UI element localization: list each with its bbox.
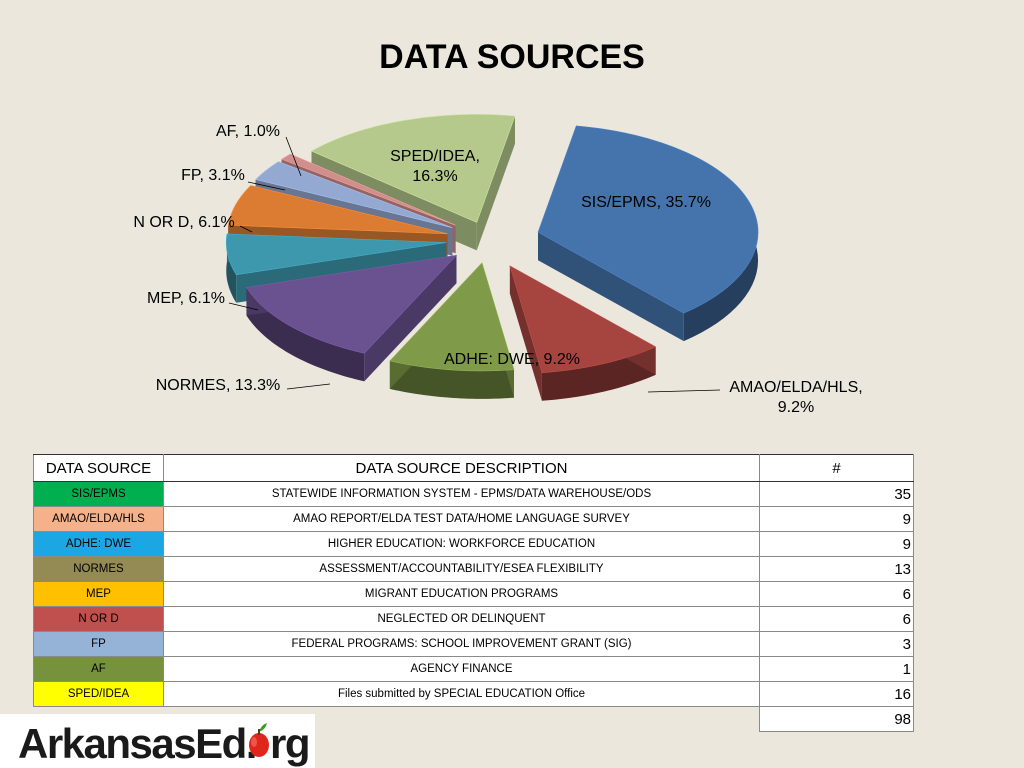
apple-icon	[249, 723, 269, 757]
cell-source: AMAO/ELDA/HLS	[33, 506, 164, 532]
cell-source: ADHE: DWE	[33, 531, 164, 557]
cell-count: 35	[759, 481, 914, 507]
table-row: SIS/EPMS STATEWIDE INFORMATION SYSTEM - E…	[33, 481, 914, 507]
cell-source: NORMES	[33, 556, 164, 582]
cell-count: 6	[759, 581, 914, 607]
table-row: N OR D NEGLECTED OR DELINQUENT 6	[33, 606, 914, 632]
table-row: AMAO/ELDA/HLS AMAO REPORT/ELDA TEST DATA/…	[33, 506, 914, 532]
cell-description: AGENCY FINANCE	[163, 656, 760, 682]
header-data-source: DATA SOURCE	[33, 454, 164, 482]
cell-source: MEP	[33, 581, 164, 607]
cell-count: 1	[759, 656, 914, 682]
data-sources-table: DATA SOURCE DATA SOURCE DESCRIPTION # SI…	[33, 454, 914, 732]
pie-slice-amao-elda-hls	[509, 265, 657, 401]
label-mep: MEP, 6.1%	[147, 290, 225, 307]
table-row: FP FEDERAL PROGRAMS: SCHOOL IMPROVEMENT G…	[33, 631, 914, 657]
pie-chart: SIS/EPMS, 35.7% AMAO/ELDA/HLS, 9.2% ADHE: D…	[133, 114, 863, 416]
leader-line	[239, 225, 253, 233]
cell-description: FEDERAL PROGRAMS: SCHOOL IMPROVEMENT GRA…	[163, 631, 760, 657]
cell-count: 9	[759, 506, 914, 532]
label-sis-epms: SIS/EPMS, 35.7%	[581, 194, 711, 211]
label-af: AF, 1.0%	[216, 123, 280, 140]
label-adhe-dwe: ADHE: DWE, 9.2%	[444, 351, 580, 368]
table-row: NORMES ASSESSMENT/ACCOUNTABILITY/ESEA FLE…	[33, 556, 914, 582]
cell-count: 13	[759, 556, 914, 582]
leader-line	[286, 383, 331, 390]
cell-description: NEGLECTED OR DELINQUENT	[163, 606, 760, 632]
cell-description: STATEWIDE INFORMATION SYSTEM - EPMS/DATA…	[163, 481, 760, 507]
cell-count: 3	[759, 631, 914, 657]
leader-line	[285, 136, 302, 177]
cell-description: HIGHER EDUCATION: WORKFORCE EDUCATION	[163, 531, 760, 557]
pie-slice-normes	[245, 254, 458, 382]
cell-count: 16	[759, 681, 914, 707]
cell-source: FP	[33, 631, 164, 657]
cell-total: 98	[759, 706, 914, 732]
header-description: DATA SOURCE DESCRIPTION	[163, 454, 760, 482]
leader-line	[228, 302, 259, 311]
cell-count: 6	[759, 606, 914, 632]
label-n-or-d: N OR D, 6.1%	[133, 214, 234, 231]
cell-source: SIS/EPMS	[33, 481, 164, 507]
cell-source: AF	[33, 656, 164, 682]
cell-description: Files submitted by SPECIAL EDUCATION Off…	[163, 681, 760, 707]
pie-slice-adhe-dwe	[389, 262, 515, 399]
table-row: ADHE: DWE HIGHER EDUCATION: WORKFORCE EDU…	[33, 531, 914, 557]
logo-text-end: rg	[270, 720, 309, 767]
logo-text: ArkansasEd.	[18, 720, 256, 767]
label-fp: FP, 3.1%	[181, 167, 245, 184]
leader-line	[647, 389, 721, 393]
label-normes: NORMES, 13.3%	[156, 377, 280, 394]
table-total-row: 98	[34, 706, 914, 732]
cell-description: AMAO REPORT/ELDA TEST DATA/HOME LANGUAGE…	[163, 506, 760, 532]
cell-source: N OR D	[33, 606, 164, 632]
arkansased-logo: ArkansasEd. rg	[0, 714, 315, 768]
table-header-row: DATA SOURCE DATA SOURCE DESCRIPTION #	[33, 454, 914, 482]
page-title: DATA SOURCES	[379, 38, 645, 76]
cell-description: MIGRANT EDUCATION PROGRAMS	[163, 581, 760, 607]
label-amao-elda-hls: AMAO/ELDA/HLS, 9.2%	[729, 379, 862, 416]
cell-source: SPED/IDEA	[33, 681, 164, 707]
table-row: AF AGENCY FINANCE 1	[33, 656, 914, 682]
table-row: SPED/IDEA Files submitted by SPECIAL EDUC…	[33, 681, 914, 707]
cell-count: 9	[759, 531, 914, 557]
header-count: #	[759, 454, 914, 482]
cell-description: ASSESSMENT/ACCOUNTABILITY/ESEA FLEXIBILI…	[163, 556, 760, 582]
table-row: MEP MIGRANT EDUCATION PROGRAMS 6	[33, 581, 914, 607]
label-sped-idea: SPED/IDEA, 16.3%	[390, 148, 480, 185]
leader-line	[247, 181, 286, 191]
pie-slice-sis-epms	[537, 125, 759, 342]
